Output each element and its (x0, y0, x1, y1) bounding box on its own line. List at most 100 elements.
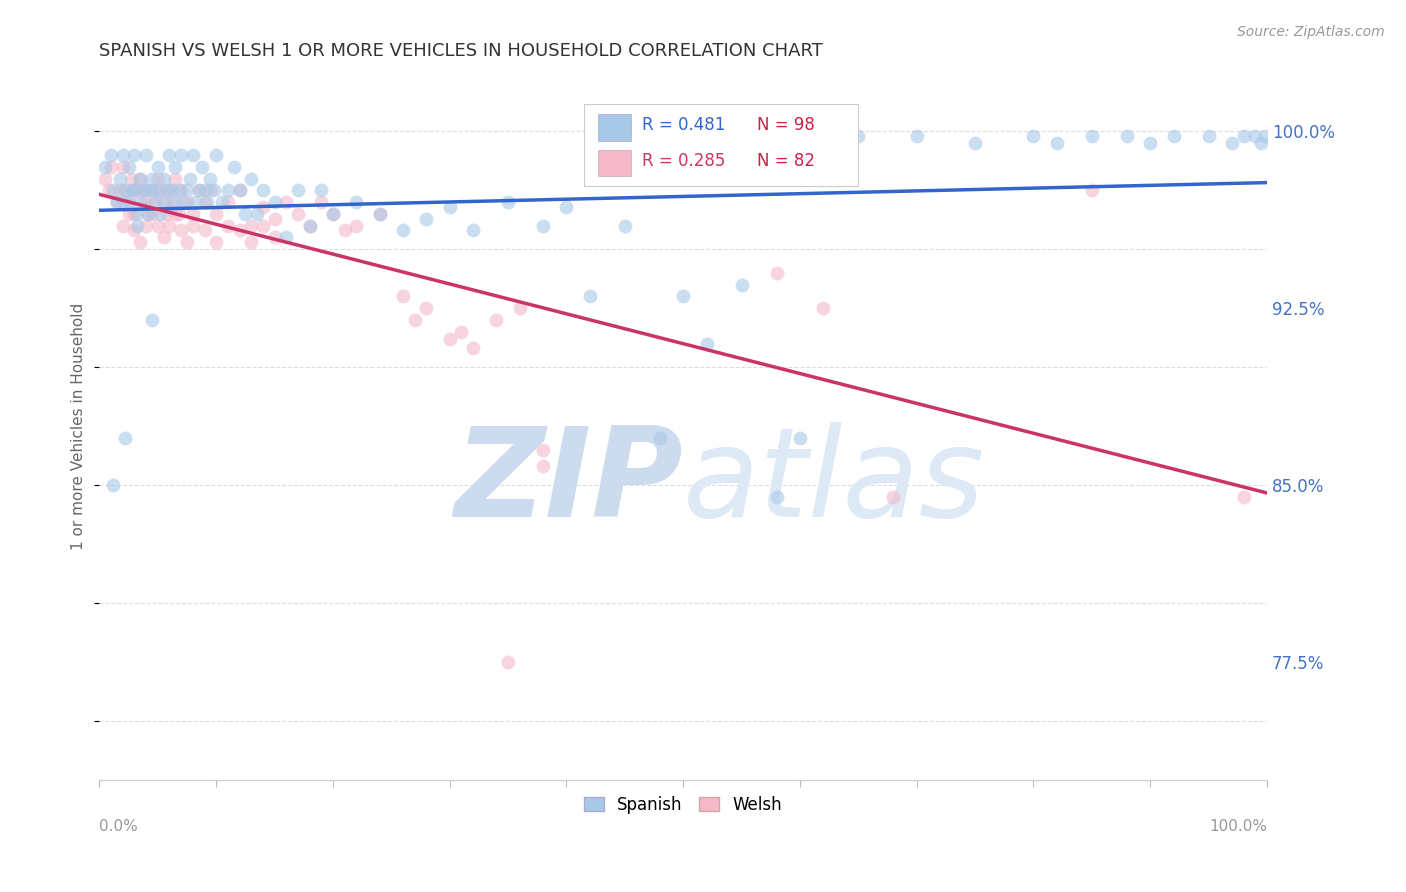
Point (159, 183, 181, 197)
Point (1250, 136, 1272, 150)
Point (176, 195, 198, 210)
Point (1081, 183, 1104, 197)
Point (240, 171, 263, 186)
Point (1022, 129, 1045, 144)
Point (125, 219, 148, 233)
Point (193, 195, 215, 210)
Point (578, 289, 600, 303)
Point (439, 200, 461, 214)
Point (149, 207, 172, 221)
Point (672, 289, 695, 303)
Point (322, 207, 344, 221)
Point (276, 230, 298, 244)
Point (195, 195, 218, 210)
Point (165, 207, 187, 221)
Point (246, 207, 269, 221)
Point (110, 183, 132, 197)
Point (222, 160, 245, 174)
Point (531, 219, 554, 233)
Point (100, 148, 122, 162)
Point (765, 266, 787, 280)
Point (145, 195, 167, 210)
Point (114, 431, 136, 445)
Point (240, 235, 263, 249)
Point (138, 207, 160, 221)
Point (165, 171, 187, 186)
Legend: Spanish, Welsh: Spanish, Welsh (578, 789, 789, 821)
Point (309, 195, 332, 210)
Point (124, 183, 146, 197)
Point (392, 223, 415, 237)
Point (765, 490, 787, 504)
Point (1220, 136, 1243, 150)
Point (509, 301, 531, 315)
Point (141, 171, 163, 186)
Point (179, 171, 201, 186)
Point (94, 171, 117, 186)
Point (252, 183, 274, 197)
Point (159, 219, 181, 233)
Point (205, 235, 228, 249)
Point (160, 195, 183, 210)
Point (114, 183, 136, 197)
Text: R = 0.481: R = 0.481 (643, 117, 725, 135)
Text: ZIP: ZIP (454, 422, 683, 543)
Point (193, 223, 215, 237)
Point (149, 183, 172, 197)
Point (129, 235, 152, 249)
Point (1163, 129, 1185, 144)
Point (181, 207, 204, 221)
Point (181, 148, 204, 162)
Point (415, 211, 437, 226)
Text: R = 0.285: R = 0.285 (643, 152, 725, 169)
Point (228, 183, 250, 197)
Point (263, 195, 285, 210)
Point (1232, 129, 1254, 144)
Point (110, 171, 132, 186)
Point (152, 230, 174, 244)
Point (170, 183, 193, 197)
Point (187, 183, 209, 197)
Point (1139, 136, 1161, 150)
Point (135, 219, 157, 233)
Text: N = 82: N = 82 (756, 152, 814, 169)
Point (1081, 129, 1104, 144)
Point (135, 183, 157, 197)
Point (846, 129, 869, 144)
Point (132, 195, 155, 210)
Point (159, 148, 181, 162)
Point (165, 160, 187, 174)
Point (117, 207, 139, 221)
Point (193, 183, 215, 197)
Point (191, 160, 214, 174)
Point (1253, 129, 1275, 144)
Point (531, 459, 554, 474)
Point (141, 183, 163, 197)
Point (170, 223, 193, 237)
Point (1046, 136, 1069, 150)
Point (613, 219, 636, 233)
Point (392, 289, 415, 303)
Point (217, 219, 239, 233)
Point (165, 195, 187, 210)
Point (181, 219, 204, 233)
Point (240, 219, 263, 233)
Point (217, 183, 239, 197)
Point (485, 313, 508, 327)
Bar (598, 150, 631, 177)
Point (111, 160, 134, 174)
Point (287, 183, 309, 197)
Point (730, 277, 752, 292)
Point (105, 195, 128, 210)
Point (135, 183, 157, 197)
Point (125, 183, 148, 197)
Point (146, 171, 169, 186)
Point (114, 183, 136, 197)
Point (173, 195, 195, 210)
Point (111, 195, 134, 210)
Point (205, 148, 228, 162)
Point (152, 195, 174, 210)
Point (963, 136, 986, 150)
Text: atlas: atlas (683, 422, 986, 543)
Point (287, 207, 309, 221)
